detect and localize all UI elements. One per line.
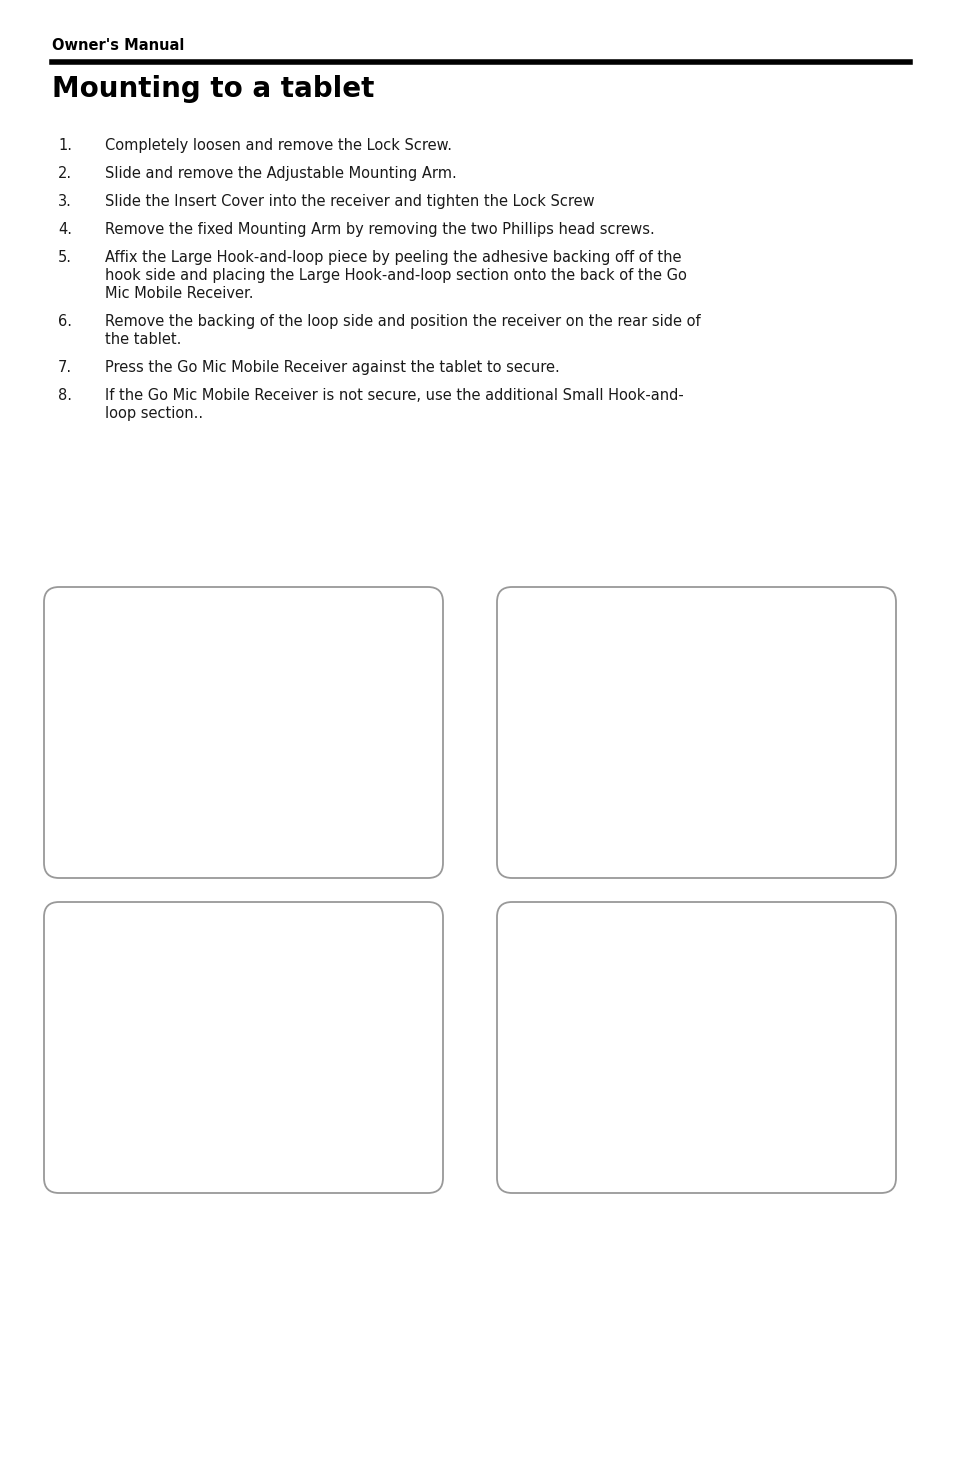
FancyBboxPatch shape [497,587,895,878]
Text: 2.: 2. [58,167,72,181]
Text: 3.: 3. [58,195,71,209]
Text: 5.: 5. [58,249,71,266]
Text: Press the Go Mic Mobile Receiver against the tablet to secure.: Press the Go Mic Mobile Receiver against… [105,360,559,375]
Text: Affix the Large Hook-and-loop piece by peeling the adhesive backing off of the: Affix the Large Hook-and-loop piece by p… [105,249,680,266]
Text: hook side and placing the Large Hook-and-loop section onto the back of the Go: hook side and placing the Large Hook-and… [105,268,686,283]
Text: Slide the Insert Cover into the receiver and tighten the Lock Screw: Slide the Insert Cover into the receiver… [105,195,594,209]
Text: 1.: 1. [58,139,71,153]
Text: Slide and remove the Adjustable Mounting Arm.: Slide and remove the Adjustable Mounting… [105,167,456,181]
Text: the tablet.: the tablet. [105,332,181,347]
Text: 4.: 4. [58,223,71,237]
FancyBboxPatch shape [44,903,442,1193]
Text: Owner's Manual: Owner's Manual [52,38,184,53]
FancyBboxPatch shape [497,903,895,1193]
Text: 8.: 8. [58,388,71,403]
Text: If the Go Mic Mobile Receiver is not secure, use the additional Small Hook-and-: If the Go Mic Mobile Receiver is not sec… [105,388,683,403]
Text: Remove the backing of the loop side and position the receiver on the rear side o: Remove the backing of the loop side and … [105,314,700,329]
Text: Mounting to a tablet: Mounting to a tablet [52,75,374,103]
Text: loop section..: loop section.. [105,406,203,420]
Text: Completely loosen and remove the Lock Screw.: Completely loosen and remove the Lock Sc… [105,139,452,153]
Text: 7.: 7. [58,360,72,375]
Text: Mic Mobile Receiver.: Mic Mobile Receiver. [105,286,253,301]
Text: 6.: 6. [58,314,71,329]
FancyBboxPatch shape [44,587,442,878]
Text: Remove the fixed Mounting Arm by removing the two Phillips head screws.: Remove the fixed Mounting Arm by removin… [105,223,654,237]
